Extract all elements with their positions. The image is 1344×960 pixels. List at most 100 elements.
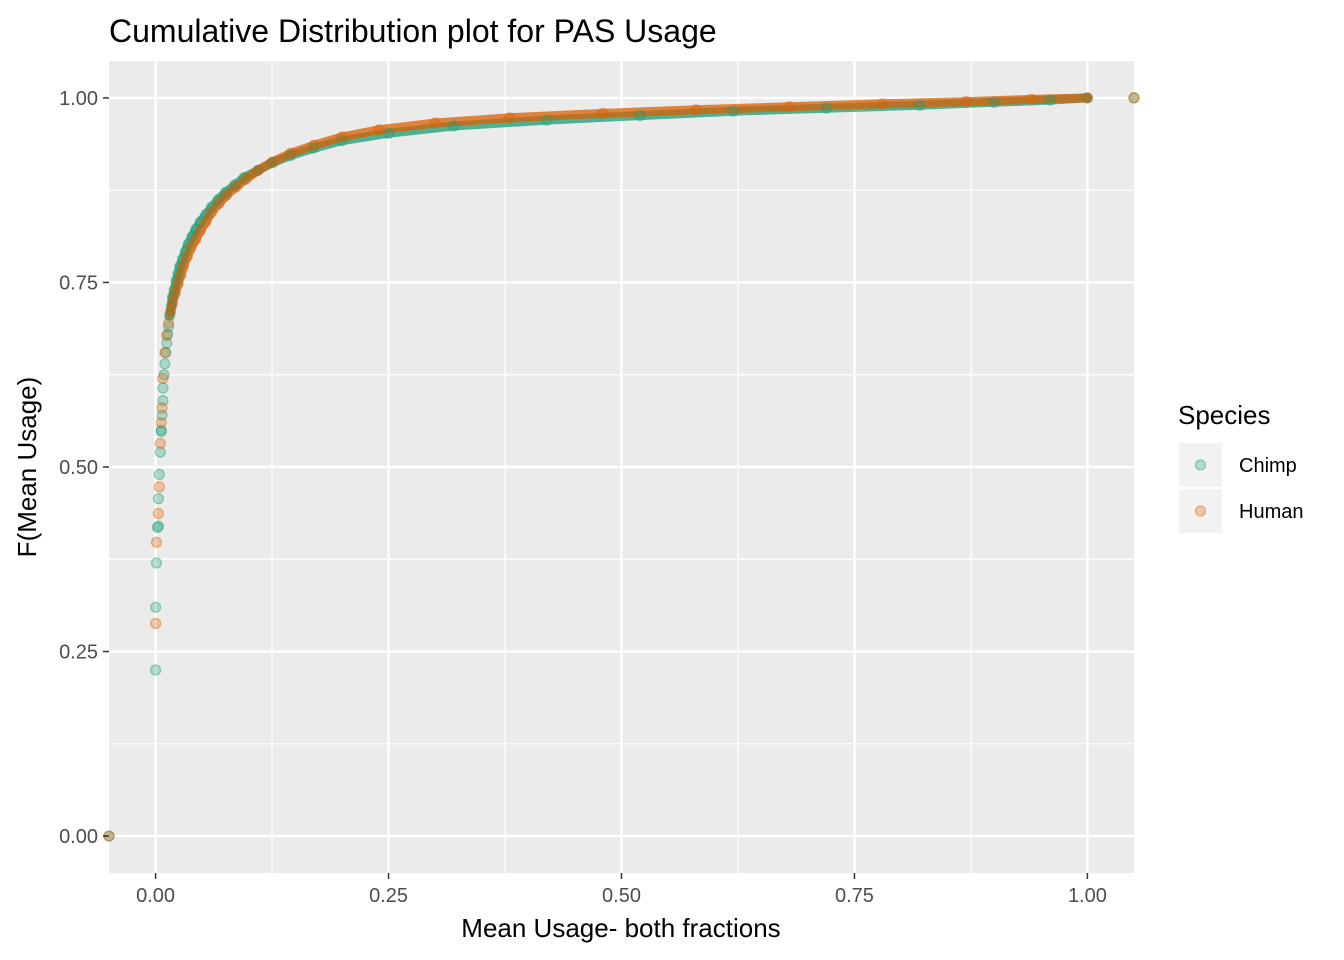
human-point — [181, 251, 193, 263]
human-point — [285, 147, 297, 159]
chimp-point — [157, 395, 169, 407]
chimp-point — [177, 253, 189, 265]
human-point — [1081, 92, 1094, 104]
y-axis-title: F(Mean Usage) — [12, 377, 42, 558]
human-point — [200, 216, 212, 228]
chimp-point — [914, 99, 926, 111]
human-point — [308, 139, 320, 151]
chimp-point — [541, 114, 553, 126]
human-point — [266, 156, 278, 168]
chimp-point — [165, 300, 177, 312]
chimp-point — [160, 347, 172, 359]
human-point — [164, 306, 177, 318]
human-point — [155, 417, 167, 429]
chimp-point — [155, 424, 167, 436]
chimp-point — [179, 245, 191, 258]
chimp-point — [162, 328, 174, 340]
human-point — [157, 372, 169, 384]
chimp-point — [820, 102, 833, 114]
chimp-point — [448, 120, 460, 132]
chimp-point — [155, 426, 167, 438]
chimp-point — [159, 358, 171, 370]
human-point — [240, 173, 252, 185]
chimp-point — [1128, 92, 1140, 104]
chimp-point — [252, 164, 264, 176]
chimp-point — [988, 96, 1000, 108]
legend-key-chimp — [1179, 443, 1222, 487]
human-point — [220, 189, 232, 201]
human-point — [150, 617, 162, 630]
legend-key-human — [1179, 489, 1222, 533]
chimp-point — [170, 275, 182, 287]
human-point — [597, 107, 609, 120]
human-point — [152, 507, 164, 520]
x-tick-label: 0.00 — [136, 885, 175, 907]
legend-label-human: Human — [1239, 501, 1303, 523]
chimp-point — [163, 321, 175, 333]
chimp-point — [172, 268, 184, 280]
human-point — [690, 104, 702, 116]
chimp-point — [229, 179, 241, 191]
human-point — [177, 260, 190, 272]
data-points — [103, 92, 1140, 842]
chimp-point — [158, 369, 170, 381]
chimp-point — [194, 216, 206, 228]
human-point — [159, 347, 171, 359]
human-point — [194, 225, 206, 237]
x-tick-label: 0.50 — [602, 885, 641, 907]
human-point — [876, 98, 889, 110]
chimp-point — [161, 337, 173, 349]
human-point — [156, 402, 168, 414]
chimp-point — [150, 557, 163, 569]
chimp-point — [152, 520, 164, 532]
y-axis: 0.00 0.25 0.50 0.75 1.00 — [59, 88, 109, 848]
chimp-point — [164, 310, 176, 322]
chimp-point — [727, 105, 739, 117]
human-point — [150, 536, 163, 548]
y-tick-label: 0.50 — [59, 457, 98, 479]
y-tick-label: 0.75 — [59, 272, 98, 294]
chimp-point — [205, 201, 218, 213]
chimp-point — [382, 127, 395, 139]
chimp-point — [182, 238, 194, 250]
human-point — [1025, 93, 1038, 106]
human-point — [230, 181, 242, 193]
human-point — [154, 437, 166, 449]
x-axis-title: Mean Usage- both fractions — [461, 913, 780, 943]
legend-title: Species — [1178, 400, 1271, 430]
chimp-point — [152, 493, 164, 505]
chimp-point — [150, 601, 162, 613]
human-point — [166, 297, 178, 309]
chimp-point — [168, 284, 180, 296]
chimp-point — [157, 382, 169, 394]
human-point — [960, 95, 972, 108]
human-point — [190, 234, 202, 246]
chimp-point — [174, 260, 186, 272]
human-point — [504, 112, 516, 124]
human-point — [1128, 92, 1140, 104]
chimp-point — [1044, 94, 1056, 106]
chimp-point — [151, 521, 164, 534]
y-tick-label: 0.00 — [59, 826, 98, 848]
chimp-point — [285, 149, 297, 162]
human-point — [172, 278, 184, 290]
x-tick-label: 1.00 — [1068, 885, 1107, 907]
human-point — [175, 269, 187, 281]
y-tick-label: 0.25 — [59, 642, 98, 664]
human-point — [373, 124, 385, 136]
y-tick-label: 1.00 — [59, 88, 98, 110]
chimp-point — [166, 291, 178, 303]
human-point — [169, 287, 181, 300]
x-axis: 0.00 0.25 0.50 0.75 1.00 — [136, 873, 1107, 907]
grid-major — [109, 61, 1134, 873]
x-tick-label: 0.75 — [835, 885, 874, 907]
chimp-point — [156, 409, 168, 421]
human-point — [429, 117, 441, 129]
chimp-point — [219, 186, 232, 198]
chimp-point — [150, 664, 162, 676]
chimp-point — [1081, 92, 1094, 104]
curves — [165, 93, 1092, 321]
human-point — [163, 317, 175, 329]
x-tick-label: 0.25 — [369, 885, 408, 907]
human-point — [213, 197, 225, 210]
